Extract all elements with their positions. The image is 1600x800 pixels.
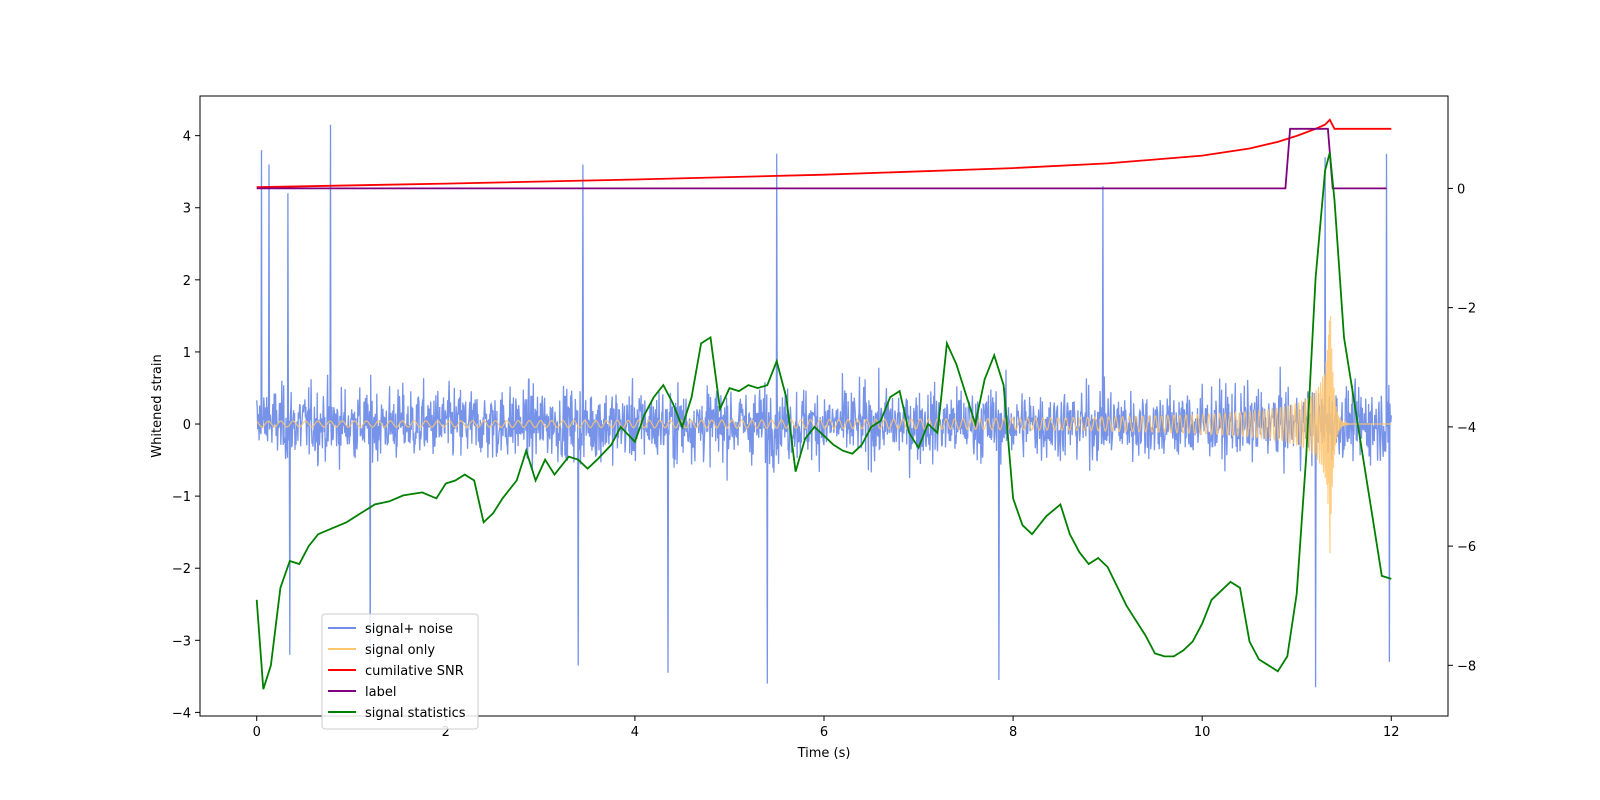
y-tick-label: 0 xyxy=(183,418,191,433)
x-tick-label: 2 xyxy=(442,725,450,740)
y2-tick-label: −8 xyxy=(1457,659,1476,674)
y-tick-label: 1 xyxy=(183,346,191,361)
legend-label: label xyxy=(365,685,396,700)
x-tick-label: 10 xyxy=(1194,725,1211,740)
y2-tick-label: −6 xyxy=(1457,540,1476,555)
x-axis-label: Time (s) xyxy=(797,746,851,761)
legend-label: signal+ noise xyxy=(365,622,453,637)
y2-tick-label: 0 xyxy=(1457,182,1465,197)
y2-tick-label: −2 xyxy=(1457,302,1476,317)
plot-area xyxy=(255,118,1392,690)
x-tick-label: 8 xyxy=(1009,725,1017,740)
y-tick-label: 4 xyxy=(183,130,191,145)
legend: signal+ noise signal only cumilative SNR la… xyxy=(321,613,479,730)
legend-box xyxy=(321,613,479,730)
x-tick-label: 4 xyxy=(631,725,639,740)
x-tick-label: 6 xyxy=(820,725,828,740)
series-cumilative-snr-line xyxy=(256,118,1392,189)
y-tick-label: −4 xyxy=(172,706,191,721)
series-signal-statistics-line xyxy=(255,152,1392,690)
series-label-line xyxy=(256,127,1387,190)
y-tick-label: 2 xyxy=(183,274,191,289)
y-tick-label: 3 xyxy=(183,202,191,217)
legend-label: signal only xyxy=(365,643,435,658)
series-signal-noise-line xyxy=(256,124,1392,688)
legend-label: cumilative SNR xyxy=(365,664,464,679)
legend-label: signal statistics xyxy=(365,706,466,721)
y-axis-label: Whitened strain xyxy=(150,354,165,457)
x-tick-label: 12 xyxy=(1383,725,1400,740)
series-signal-only-line xyxy=(256,316,1392,554)
x-tick-label: 0 xyxy=(253,725,261,740)
y2-tick-label: −4 xyxy=(1457,421,1476,436)
y-tick-label: −1 xyxy=(172,490,191,505)
y-tick-label: −3 xyxy=(172,634,191,649)
y-tick-label: −2 xyxy=(172,562,191,577)
